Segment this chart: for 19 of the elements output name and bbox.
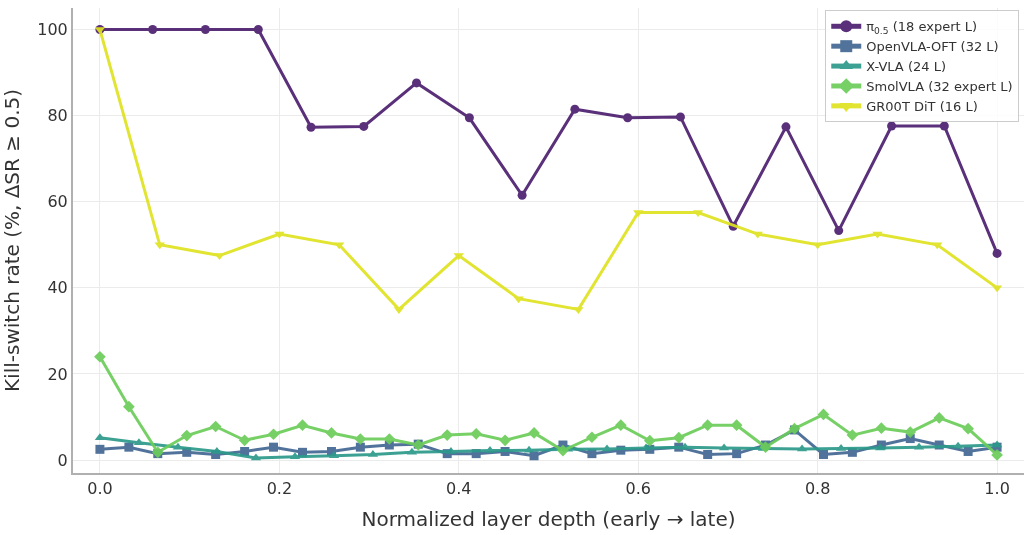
y-tick-label: 0 xyxy=(57,450,68,470)
x-tick-label: 0.4 xyxy=(446,479,472,499)
legend-label: GR00T DiT (16 L) xyxy=(866,98,978,114)
y-tick-label: 80 xyxy=(47,106,68,126)
x-tick-label: 1.0 xyxy=(984,479,1010,499)
x-tick-label: 0.0 xyxy=(87,479,113,499)
x-axis-title: Normalized layer depth (early → late) xyxy=(361,507,736,532)
legend-label: π$_{0.5}$ (18 expert L) xyxy=(866,19,978,37)
y-tick-label: 60 xyxy=(47,192,68,212)
y-axis-title: Kill-switch rate (%, ΔSR ≥ 0.5) xyxy=(0,88,24,393)
x-tick-label: 0.2 xyxy=(266,479,293,499)
y-tick-label: 40 xyxy=(47,278,68,298)
legend-label: X-VLA (24 L) xyxy=(866,59,946,75)
x-tick-label: 0.8 xyxy=(804,479,831,499)
y-tick-label: 20 xyxy=(47,364,68,384)
x-tick-label: 0.6 xyxy=(625,479,651,499)
legend-label: OpenVLA-OFT (32 L) xyxy=(866,39,999,55)
legend-label: SmolVLA (32 expert L) xyxy=(866,79,1013,95)
y-tick-label: 100 xyxy=(37,20,68,40)
